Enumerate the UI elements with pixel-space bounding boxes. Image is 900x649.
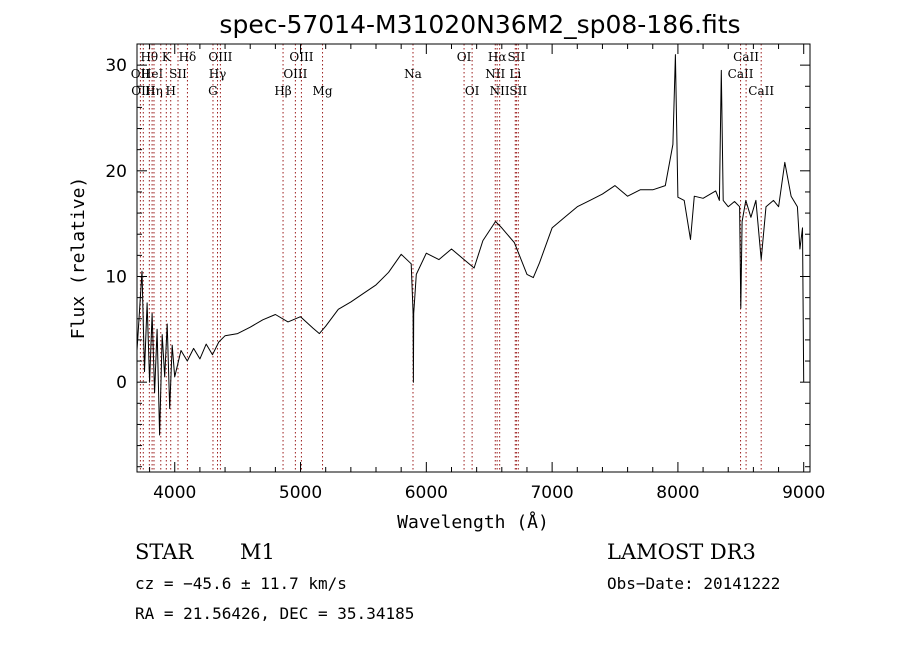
y-tick-label: 20 (105, 162, 127, 182)
y-tick-label: 30 (105, 56, 127, 76)
chart-title: spec-57014-M31020N36M2_sp08-186.fits (219, 10, 740, 39)
x-tick-label: 5000 (279, 483, 322, 503)
x-tick-label: 7000 (530, 483, 573, 503)
line-marker-label: H (165, 84, 175, 98)
line-marker-label: G (208, 84, 218, 98)
spectrum-line-0 (136, 54, 805, 436)
y-tick-label: 10 (105, 267, 127, 287)
line-marker-label: OIII (289, 50, 313, 64)
observation-date: Obs−Date: 20141222 (607, 574, 781, 593)
line-marker-label: SII (169, 67, 187, 81)
line-marker-label: Hη (145, 84, 163, 98)
line-marker-label: CaII (728, 67, 754, 81)
object-class: STAR (135, 540, 194, 564)
line-marker-label: NII (490, 84, 510, 98)
x-tick-label: 4000 (153, 483, 196, 503)
spectrum-series (136, 54, 805, 436)
redshift-velocity: cz = −45.6 ± 11.7 km/s (135, 574, 347, 593)
x-tick-label: 6000 (405, 483, 448, 503)
line-marker-label: Na (404, 67, 422, 81)
y-axis: 0 10 20 30 (105, 43, 810, 468)
line-marker-label: NII (485, 67, 505, 81)
line-marker-label: K (162, 50, 172, 64)
line-marker-label: OI (457, 50, 472, 64)
line-marker-label: OI (465, 84, 480, 98)
line-marker-label: SII (509, 84, 527, 98)
line-marker-label: Hα (488, 50, 507, 64)
line-marker-label: Hδ (179, 50, 197, 64)
line-marker-label: HeI (141, 67, 164, 81)
x-axis-label: Wavelength (Å) (397, 511, 549, 533)
line-marker-label: Li (509, 67, 521, 81)
x-tick-label: 8000 (656, 483, 699, 503)
object-subclass: M1 (240, 540, 275, 564)
line-marker-label: Hβ (274, 84, 291, 98)
x-tick-label: 9000 (782, 483, 825, 503)
x-axis: 4000 5000 6000 7000 8000 9000 (149, 44, 825, 503)
plot-frame (136, 43, 811, 473)
coordinates: RA = 21.56426, DEC = 35.34185 (135, 604, 415, 623)
survey-name: LAMOST DR3 (607, 540, 756, 564)
line-marker-label: SII (508, 50, 526, 64)
line-marker-label: OIII (208, 50, 232, 64)
line-marker-label: CaII (733, 50, 759, 64)
line-marker-label: Hγ (209, 67, 227, 81)
line-marker-label: CaII (748, 84, 774, 98)
line-marker-label: Mg (313, 84, 333, 98)
line-markers: OIIOIIIHθHeIHηKHSIIHδGHγOIIIHβOIIIOIIIMg… (131, 44, 774, 472)
line-marker-label: OIII (283, 67, 307, 81)
y-axis-label: Flux (relative) (68, 177, 89, 340)
line-marker-label: Hθ (140, 50, 158, 64)
y-tick-label: 0 (116, 373, 127, 393)
line-marker-label: OII (131, 67, 151, 81)
